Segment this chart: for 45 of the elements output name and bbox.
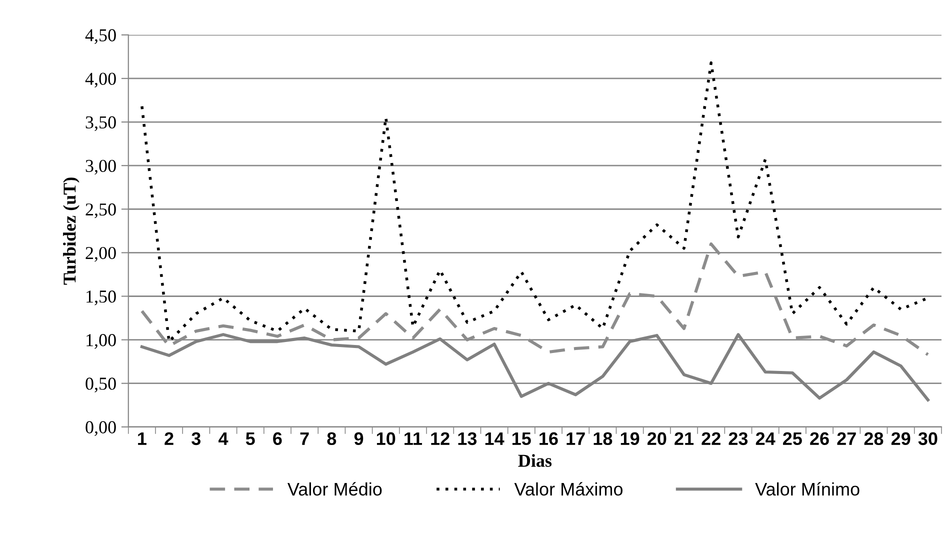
y-tick-label: 4,00 <box>85 72 116 88</box>
y-tick-label: 3,50 <box>86 116 116 132</box>
y-axis-title: Turbidez (uT) <box>63 178 80 285</box>
y-tick-label: 4,50 <box>85 29 116 44</box>
x-tick-label: 24 <box>756 432 776 445</box>
x-tick-label: 10 <box>376 432 396 446</box>
x-tick-label: 6 <box>273 432 282 446</box>
y-tick-label: 2,00 <box>86 246 116 262</box>
x-tick-label: 18 <box>594 432 612 446</box>
legend-label: Valor Máximo <box>514 482 623 496</box>
legend-label: Valor Mínimo <box>755 482 860 496</box>
x-tick-label: 8 <box>327 432 336 446</box>
x-tick-label: 23 <box>728 432 748 446</box>
x-tick-label: 5 <box>246 432 255 446</box>
x-tick-label: 1 <box>138 432 146 445</box>
x-tick-label: 19 <box>620 432 640 446</box>
x-tick-label: 3 <box>192 432 201 446</box>
x-tick-label: 14 <box>485 432 504 445</box>
x-axis-title: Dias <box>518 454 552 467</box>
x-tick-label: 20 <box>647 432 666 446</box>
x-tick-label: 7 <box>300 432 309 445</box>
x-tick-label: 13 <box>458 432 477 446</box>
y-tick-label: 3,00 <box>86 160 116 175</box>
x-tick-label: 30 <box>918 432 938 446</box>
x-tick-label: 15 <box>512 432 531 446</box>
x-tick-label: 17 <box>566 432 585 445</box>
x-tick-label: 2 <box>164 432 174 445</box>
x-tick-label: 16 <box>540 432 558 446</box>
x-tick-label: 27 <box>837 432 856 445</box>
legend-label: Valor Médio <box>288 482 382 496</box>
x-tick-label: 21 <box>674 432 694 445</box>
y-tick-label: 2,50 <box>86 203 116 218</box>
x-tick-label: 4 <box>218 432 228 445</box>
x-tick-label: 11 <box>404 432 422 445</box>
x-tick-label: 25 <box>783 432 802 446</box>
x-tick-label: 26 <box>810 432 829 446</box>
y-tick-label: 0,00 <box>86 421 116 436</box>
x-tick-label: 28 <box>864 432 884 446</box>
y-tick-label: 0,50 <box>86 378 116 392</box>
x-tick-label: 12 <box>431 432 450 445</box>
y-tick-label: 1,50 <box>86 290 116 306</box>
x-tick-label: 22 <box>702 432 720 445</box>
y-tick-label: 1,00 <box>86 334 116 349</box>
x-tick-label: 9 <box>354 432 364 446</box>
x-tick-label: 29 <box>891 432 910 446</box>
